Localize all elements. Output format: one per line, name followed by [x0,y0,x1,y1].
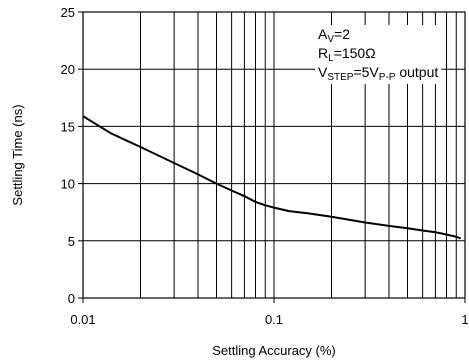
y-tick-label: 0 [68,291,75,306]
x-axis-title: Settling Accuracy (%) [212,343,336,358]
conditions-annotation: AV=2 RL=150Ω VSTEP=5VP-P output [315,25,442,84]
y-tick-label: 25 [61,5,75,20]
annotation-load: RL=150Ω [318,45,376,64]
settling-time-curve [82,115,462,240]
y-axis-title: Settling Time (ns) [10,104,25,205]
y-tick-label: 20 [61,62,75,77]
x-tick-label: 1 [461,312,468,327]
annotation-gain: AV=2 [318,26,350,45]
y-tick-label: 15 [61,119,75,134]
y-tick-label: 10 [61,177,75,192]
annotation-background [315,25,442,84]
y-tick-label: 5 [68,234,75,249]
annotation-step: VSTEP=5VP-P output [318,64,438,83]
x-axis-ticks: 0.01 0.1 1 [70,298,469,327]
x-tick-label: 0.1 [265,312,283,327]
x-tick-label: 0.01 [70,312,95,327]
y-axis-ticks: 0 5 10 15 20 25 [61,5,83,306]
